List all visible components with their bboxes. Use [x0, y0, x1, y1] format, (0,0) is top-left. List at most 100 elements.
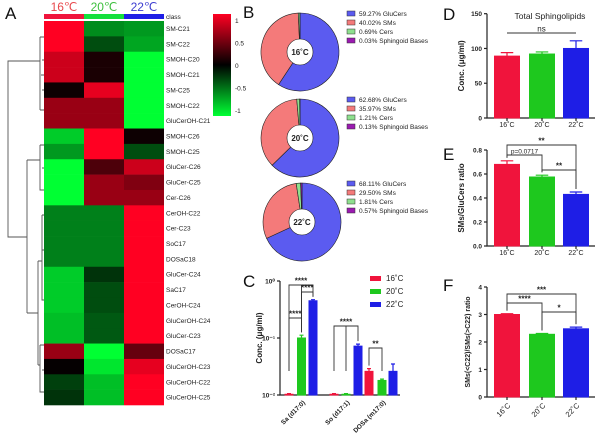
significance-bracket: [301, 291, 314, 333]
significance-label: ****: [340, 318, 353, 327]
significance-bracket: [541, 169, 577, 189]
significance-bracket: [368, 347, 383, 371]
y-axis-label: SMs(<C22)/SMs(>C22) ratio: [465, 296, 472, 387]
significance-bracket: [541, 311, 577, 331]
heatmap-cell: [124, 205, 164, 221]
y-tick-label: 0: [478, 394, 482, 401]
heatmap: 16℃ 20℃ 22℃ class SM-C21 SM-C22 SMOH-C20 SMOH-C…: [44, 0, 247, 406]
heatmap-cell: [44, 328, 84, 344]
colorbar: [213, 14, 231, 116]
legend-swatch: [370, 276, 381, 281]
row-label: GluCer-C26: [166, 164, 201, 171]
heatmap-cell: [44, 97, 84, 114]
bar: [353, 345, 363, 396]
heatmap-cell: [44, 266, 84, 283]
bar-chart-f: 0 1 2 3 4 SMs(<C22)/SMs(>C22) ratio 16˚C 20˚C 22…: [465, 284, 595, 419]
panel-label-b: B: [243, 3, 254, 22]
class-label: class: [166, 14, 182, 21]
heatmap-cell: [44, 67, 84, 83]
row-label: SM-C25: [166, 87, 190, 94]
heatmap-cell: [84, 297, 124, 314]
heatmap-cell: [124, 51, 164, 68]
row-label: GluCer-C24: [166, 272, 201, 279]
significance-label: p=0.0717: [511, 149, 539, 156]
legend-swatch: [346, 19, 356, 26]
y-axis-label: SMs/GluCers ratio: [457, 163, 466, 232]
heatmap-cell: [84, 358, 124, 375]
legend-swatch: [346, 123, 356, 130]
x-tick-label: 20˚C: [530, 401, 548, 419]
significance-label: ***: [537, 286, 547, 295]
heatmap-cell: [84, 374, 124, 390]
x-tick-label: Sa (d17:0): [280, 399, 307, 426]
error-bar: [344, 392, 348, 395]
row-label: CerOH-C22: [166, 210, 201, 217]
legend-label: 0.69% Cers: [359, 29, 394, 36]
error-bar: [311, 299, 315, 301]
y-tick-label: 0.4: [473, 195, 482, 202]
heatmap-cell: [84, 67, 124, 83]
y-tick-label: 10⁻¹: [262, 335, 275, 342]
heatmap-cell: [44, 236, 84, 252]
panel-label-c: C: [243, 272, 255, 291]
heatmap-cell: [84, 36, 124, 53]
heatmap-cell: [84, 143, 124, 160]
legend-label: 0.13% Sphingoid Bases: [359, 124, 429, 131]
row-label: SMOH-C25: [166, 149, 200, 156]
heatmap-cell: [44, 374, 84, 390]
legend-label: 40.02% SMs: [359, 20, 397, 27]
heatmap-cell: [44, 128, 84, 145]
heatmap-cell: [124, 282, 164, 298]
heatmap-cell: [84, 389, 124, 406]
error-bar: [356, 343, 360, 347]
heatmap-cell: [124, 312, 164, 329]
error-bar: [287, 392, 291, 395]
heatmap-cell: [44, 189, 84, 206]
bar: [284, 393, 294, 396]
y-tick-label: 4: [478, 284, 482, 291]
heatmap-cell: [124, 36, 164, 53]
heatmap-cell: [84, 282, 124, 298]
heatmap-cell: [84, 312, 124, 329]
bar: [563, 193, 589, 247]
bar: [377, 379, 387, 396]
bar: [297, 337, 306, 396]
bar: [529, 53, 555, 119]
bar-chart-c: 10⁰ 10⁻¹ 10⁻² Conc. (μg/ml) 16˚C 20˚C 22˚C Sa (…: [255, 274, 404, 435]
legend-swatch: [346, 114, 356, 121]
significance-label: **: [556, 162, 563, 171]
column-header: 20℃: [91, 0, 118, 14]
heatmap-cell: [44, 205, 84, 221]
bar: [494, 55, 520, 119]
legend-label: 59.27% GluCers: [359, 11, 407, 18]
heatmap-cell: [84, 236, 124, 252]
heatmap-cell: [44, 251, 84, 268]
error-bar: [569, 191, 583, 195]
heatmap-cell: [124, 358, 164, 375]
pie-center-label: 22˚C: [293, 218, 311, 227]
pie-center: [288, 208, 316, 236]
significance-bracket: [506, 144, 577, 189]
heatmap-cell: [124, 113, 164, 129]
bar: [563, 47, 589, 119]
error-bar: [500, 160, 514, 165]
heatmap-cell: [44, 82, 84, 99]
legend-swatch: [370, 289, 381, 294]
heatmap-cell: [84, 128, 124, 145]
heatmap-cell: [124, 143, 164, 160]
pie-center-label: 16˚C: [291, 48, 309, 57]
y-tick-label: 0.8: [473, 147, 482, 154]
bar: [388, 370, 398, 396]
bar: [329, 393, 339, 396]
bar: [364, 370, 374, 396]
x-tick-label: 20˚C: [534, 249, 549, 257]
bar: [494, 314, 520, 398]
legend-swatch: [346, 180, 356, 187]
colorbar-tick: -1: [235, 108, 241, 115]
error-bar: [535, 332, 549, 335]
colorbar-tick: 1: [235, 18, 239, 25]
heatmap-cell: [84, 159, 124, 175]
panel-label-e: E: [443, 145, 454, 164]
legend-swatch: [346, 198, 356, 205]
